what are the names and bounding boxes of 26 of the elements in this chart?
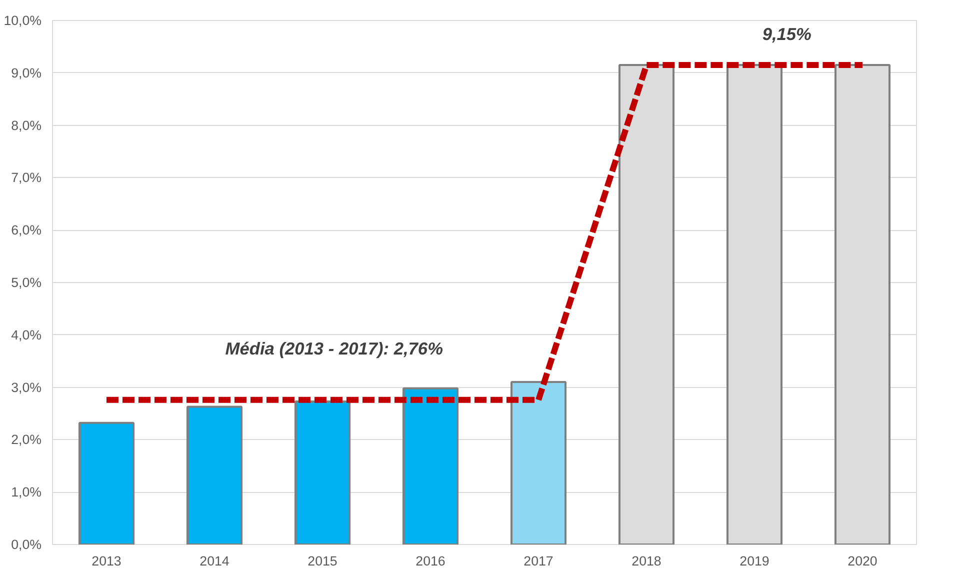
y-tick-label: 6,0%	[11, 222, 42, 238]
y-tick-label: 5,0%	[11, 275, 42, 290]
x-tick-label: 2015	[308, 554, 338, 568]
annotation: Média (2013 - 2017): 2,76%	[225, 338, 443, 358]
y-tick-label: 2,0%	[11, 432, 42, 448]
y-tick-label: 8,0%	[11, 118, 42, 133]
y-tick-label: 10,0%	[4, 13, 42, 28]
bar	[510, 381, 566, 544]
y-tick-label: 1,0%	[11, 484, 42, 500]
x-tick-label: 2018	[632, 554, 662, 568]
y-tick-label: 7,0%	[11, 170, 42, 186]
bar	[294, 400, 350, 544]
annotation: 9,15%	[762, 24, 812, 44]
x-tick-label: 2014	[200, 554, 230, 568]
y-tick-label: 3,0%	[11, 380, 42, 395]
x-tick-label: 2016	[416, 554, 446, 568]
y-tick-label: 9,0%	[11, 65, 42, 80]
x-tick-label: 2020	[848, 554, 878, 568]
bar	[402, 387, 458, 544]
x-tick-label: 2019	[740, 554, 770, 568]
bar	[78, 422, 134, 544]
y-tick-label: 0,0%	[11, 537, 42, 552]
x-tick-label: 2017	[524, 554, 554, 568]
bar	[186, 406, 242, 544]
x-tick-label: 2013	[92, 554, 122, 568]
y-tick-label: 4,0%	[11, 327, 42, 342]
